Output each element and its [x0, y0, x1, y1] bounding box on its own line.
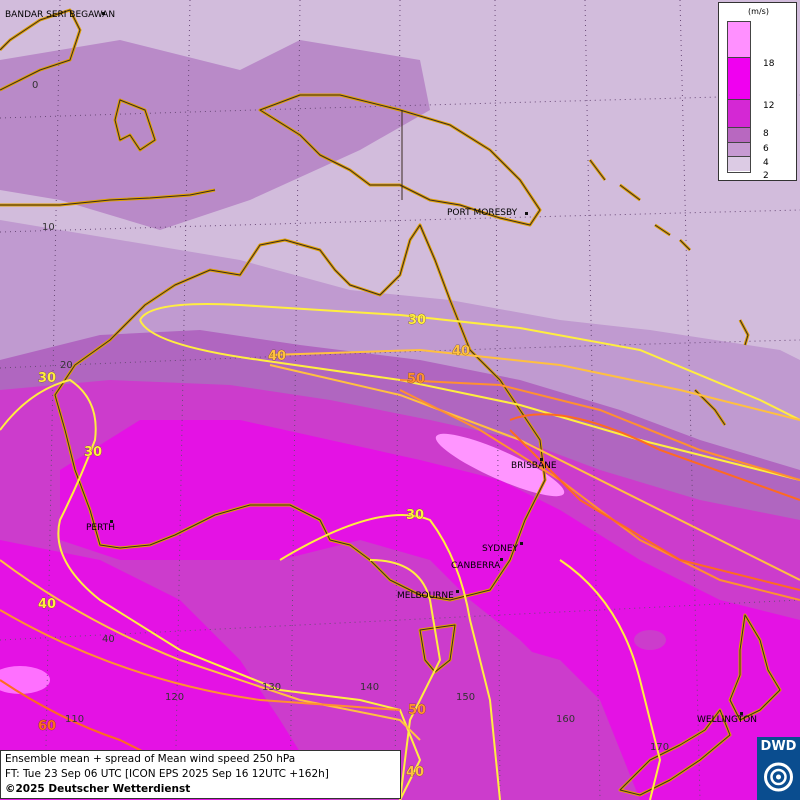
lon-label: 120 [165, 692, 184, 703]
isotach-50-lower [399, 389, 800, 601]
isotach-label: 40 [38, 597, 56, 612]
isotach-60-lower [509, 429, 800, 591]
isotach-30-east [559, 559, 662, 800]
isotach-40-lower [269, 364, 800, 581]
isotachs [0, 303, 800, 800]
legend-tick: 4 [763, 158, 769, 168]
info-box: Ensemble mean + spread of Mean wind spee… [0, 750, 401, 799]
copyright: ©2025 Deutscher Wetterdienst [5, 783, 191, 795]
isotach-label: 30 [84, 445, 102, 460]
spread-band-4-6 [0, 40, 430, 230]
city-label-melbourne: MELBOURNE [397, 591, 454, 601]
legend-tick: 18 [763, 59, 775, 69]
legend-swatch-6-8 [728, 128, 750, 143]
isotach-60 [509, 413, 800, 501]
city-label-port-moresby: PORT MORESBY [447, 208, 518, 218]
isotach-label: 50 [407, 372, 425, 387]
isotach-40 [269, 348, 800, 421]
lon-label: 110 [65, 714, 84, 725]
spread-band-12-18-south [440, 640, 640, 800]
isotach-50-west [0, 609, 401, 711]
isotach-label: 40 [452, 344, 470, 359]
lon-label: 140 [360, 682, 379, 693]
color-legend: (m/s) 18 12 8 6 4 2 [718, 2, 797, 181]
isotach-30-north-lower [139, 319, 800, 481]
city-label-brisbane: BRISBANE [511, 461, 557, 471]
isotach-50 [399, 379, 800, 481]
lon-label: 170 [650, 742, 669, 753]
legend-swatch-8-12 [728, 100, 750, 128]
product-title: Ensemble mean + spread of Mean wind spee… [5, 753, 296, 765]
city-markers [102, 12, 743, 715]
legend-tick: 2 [763, 171, 769, 181]
legend-tick: 8 [763, 129, 769, 139]
legend-swatch-4-6 [728, 143, 750, 157]
legend-colorbar [727, 21, 751, 173]
spread-max-patch [435, 433, 565, 497]
isotach-label: 50 [408, 703, 426, 718]
isotach-60-west [0, 679, 201, 781]
isotach-label: 30 [38, 371, 56, 386]
isotach-40-west [0, 559, 421, 741]
lon-label: 150 [456, 692, 475, 703]
spread-band-18-plus-west [0, 540, 330, 800]
isotach-30-west [0, 378, 422, 800]
spread-patch-south [634, 630, 666, 650]
lat-label: 10 [42, 222, 55, 233]
isotach-label: 40 [268, 349, 286, 364]
isotach-label: 60 [38, 719, 56, 734]
city-label-sydney: SYDNEY [482, 544, 519, 554]
legend-tick: 6 [763, 144, 769, 154]
isotach-30-south [369, 559, 442, 800]
isotach-30-centre [279, 514, 501, 800]
city-label-perth: PERTH [86, 523, 115, 533]
lon-label: 130 [262, 682, 281, 693]
forecast-time: FT: Tue 23 Sep 06 UTC [ICON EPS 2025 Sep… [5, 768, 329, 780]
isotach-label-group: 30 40 50 30 40 30 30 40 50 60 40 [38, 313, 471, 781]
legend-swatch-12-18 [728, 58, 750, 100]
lat-label: 40 [102, 634, 115, 645]
dwd-logo-text: DWD [760, 739, 797, 754]
grid-labels: 0 10 20 40 110 120 130 140 150 160 170 [32, 80, 669, 753]
isotach-30-north [139, 303, 800, 421]
city-label-wellington: WELLINGTON [697, 715, 757, 725]
city-label-canberra: CANBERRA [451, 561, 501, 571]
dwd-logo: DWD [757, 737, 800, 800]
city-label-bandar-seri-begawan: BANDAR SERI BEGAWAN [5, 10, 115, 20]
legend-tick: 12 [763, 101, 775, 111]
legend-swatch-2-4 [728, 157, 750, 171]
legend-swatch-18-plus [728, 22, 750, 58]
isotach-label: 40 [406, 765, 424, 780]
lat-label: 0 [32, 80, 38, 91]
isotach-label: 30 [406, 508, 424, 523]
spread-band-18-plus [60, 420, 800, 800]
city-labels: BANDAR SERI BEGAWAN PORT MORESBY BRISBAN… [5, 10, 757, 725]
isotach-label: 30 [408, 313, 426, 328]
lon-label: 160 [556, 714, 575, 725]
dwd-logo-swirl-icon [764, 762, 793, 792]
legend-unit: (m/s) [748, 7, 769, 16]
lat-label: 20 [60, 360, 73, 371]
